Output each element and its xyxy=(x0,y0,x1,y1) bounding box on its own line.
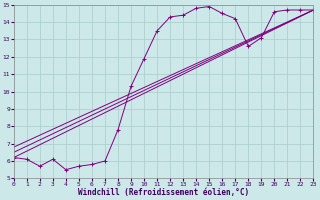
X-axis label: Windchill (Refroidissement éolien,°C): Windchill (Refroidissement éolien,°C) xyxy=(78,188,249,197)
